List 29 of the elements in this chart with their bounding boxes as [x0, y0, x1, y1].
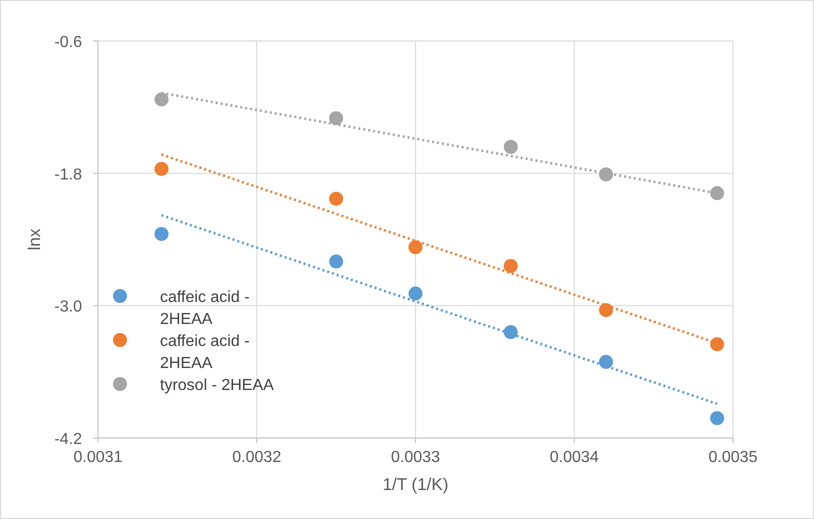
point — [599, 167, 613, 182]
point — [408, 286, 422, 301]
point — [154, 226, 168, 241]
x-axis-title: 1/T (1/K) — [382, 475, 448, 494]
point — [154, 92, 168, 106]
point — [329, 192, 344, 206]
x-tick-label: 0.0033 — [391, 449, 440, 466]
y-axis-title: lnx — [25, 228, 44, 250]
point — [599, 354, 613, 369]
point — [710, 337, 724, 352]
x-tick-label: 0.0034 — [550, 449, 599, 466]
point — [504, 140, 518, 154]
y-tick-label: -3.0 — [54, 298, 82, 316]
y-tick-label: -4.2 — [54, 431, 82, 448]
point — [710, 186, 724, 200]
point — [408, 240, 422, 254]
x-tick-label: 0.0035 — [708, 449, 758, 466]
y-tick-label: -1.8 — [54, 166, 82, 184]
point — [329, 111, 344, 126]
point — [710, 411, 724, 426]
point — [599, 303, 613, 318]
x-tick-label: 0.0032 — [232, 449, 282, 466]
legend-label: tyrosol - 2HEAA — [160, 377, 274, 394]
y-tick-label: -0.6 — [54, 34, 82, 51]
point — [154, 162, 168, 176]
point — [329, 254, 344, 269]
x-tick-label: 0.0031 — [74, 449, 123, 466]
point — [504, 325, 518, 340]
point — [504, 258, 518, 273]
